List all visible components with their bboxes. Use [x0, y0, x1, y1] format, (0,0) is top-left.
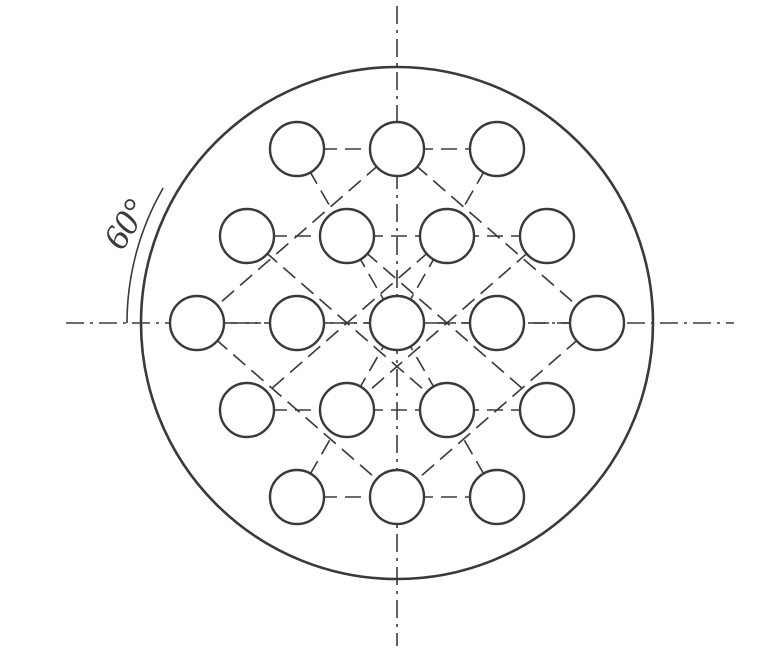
- hole-circle: [470, 122, 524, 176]
- hole-circle: [370, 296, 424, 350]
- hole-circle: [270, 470, 324, 524]
- hole-circle: [420, 383, 474, 437]
- hole-circle: [470, 296, 524, 350]
- hole-circle: [270, 296, 324, 350]
- hole-circle: [220, 209, 274, 263]
- hole-circle: [520, 209, 574, 263]
- hole-circle: [320, 383, 374, 437]
- hole-circle: [470, 470, 524, 524]
- hole-circle: [520, 383, 574, 437]
- hole-circle: [370, 122, 424, 176]
- hole-circle: [420, 209, 474, 263]
- hole-circle: [270, 122, 324, 176]
- hole-circle: [170, 296, 224, 350]
- hole-circle: [320, 209, 374, 263]
- hole-circle: [370, 470, 424, 524]
- angle-label: 60°: [95, 192, 156, 256]
- hole-circle: [220, 383, 274, 437]
- diagram-svg: 60°: [0, 0, 766, 651]
- hole-circle: [570, 296, 624, 350]
- angle-label-layer: 60°: [95, 192, 156, 256]
